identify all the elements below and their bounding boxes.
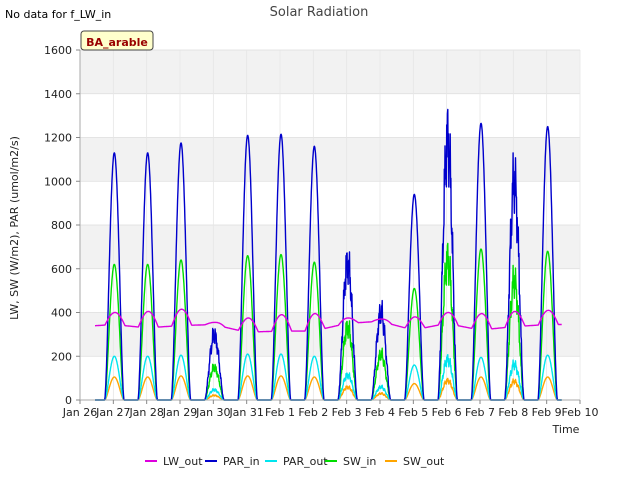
x-axis-label: Time: [552, 423, 580, 436]
x-tick-label: Feb 10: [562, 406, 599, 419]
plot-band: [80, 312, 580, 357]
plot-band: [80, 225, 580, 269]
site-badge-box: [80, 30, 154, 51]
x-tick-label: Jan 27: [95, 406, 130, 419]
y-tick-label: 200: [51, 350, 72, 363]
legend: LW_out PAR_in PAR_out SW_in SW_out: [145, 455, 445, 468]
y-tick-label: 1200: [44, 132, 72, 145]
x-tick-label: Jan 31: [228, 406, 263, 419]
x-tick-label: Feb 2: [298, 406, 328, 419]
x-tick-label: Jan 30: [195, 406, 230, 419]
legend-item-sw-out: SW_out: [385, 455, 445, 468]
legend-item-par-out: PAR_out: [265, 455, 328, 468]
x-tick-label: Feb 1: [265, 406, 295, 419]
x-tick-label: Feb 3: [332, 406, 362, 419]
y-tick-label: 600: [51, 263, 72, 276]
legend-label: LW_out: [163, 455, 203, 468]
x-tick-label: Feb 6: [432, 406, 462, 419]
x-tick-label: Feb 9: [532, 406, 562, 419]
y-tick-label: 800: [51, 219, 72, 232]
y-tick-label: 400: [51, 307, 72, 320]
legend-item-lw-out: LW_out: [145, 455, 203, 468]
y-axis-ticks: 0 200 400 600 800 1000 1200 1400 1600: [44, 44, 80, 407]
y-tick-label: 1400: [44, 88, 72, 101]
chart-title: Solar Radiation: [270, 5, 369, 20]
no-data-note: No data for f_LW_in: [5, 8, 111, 21]
series-line-lw-out: [94, 308, 562, 333]
legend-label: SW_in: [343, 455, 376, 468]
x-tick-label: Feb 7: [465, 406, 495, 419]
legend-item-par-in: PAR_in: [205, 455, 260, 468]
legend-label: PAR_out: [283, 455, 328, 468]
x-tick-label: Feb 5: [398, 406, 428, 419]
x-tick-label: Feb 8: [498, 406, 528, 419]
y-axis-label: LW, SW (W/m2), PAR (umol/m2/s): [8, 136, 21, 320]
legend-item-sw-in: SW_in: [325, 455, 376, 468]
plot-band: [80, 50, 580, 94]
x-tick-label: Jan 26: [62, 406, 97, 419]
x-tick-label: Jan 28: [128, 406, 163, 419]
y-tick-label: 1600: [44, 44, 72, 57]
x-tick-label: Jan 29: [162, 406, 197, 419]
x-tick-label: Feb 4: [365, 406, 395, 419]
y-tick-label: 0: [65, 394, 72, 407]
legend-label: SW_out: [403, 455, 445, 468]
site-badge: BA_arable: [80, 30, 154, 51]
y-tick-label: 1000: [44, 175, 72, 188]
site-badge-label: BA_arable: [86, 36, 148, 49]
plot-band: [80, 137, 580, 182]
legend-label: PAR_in: [223, 455, 260, 468]
